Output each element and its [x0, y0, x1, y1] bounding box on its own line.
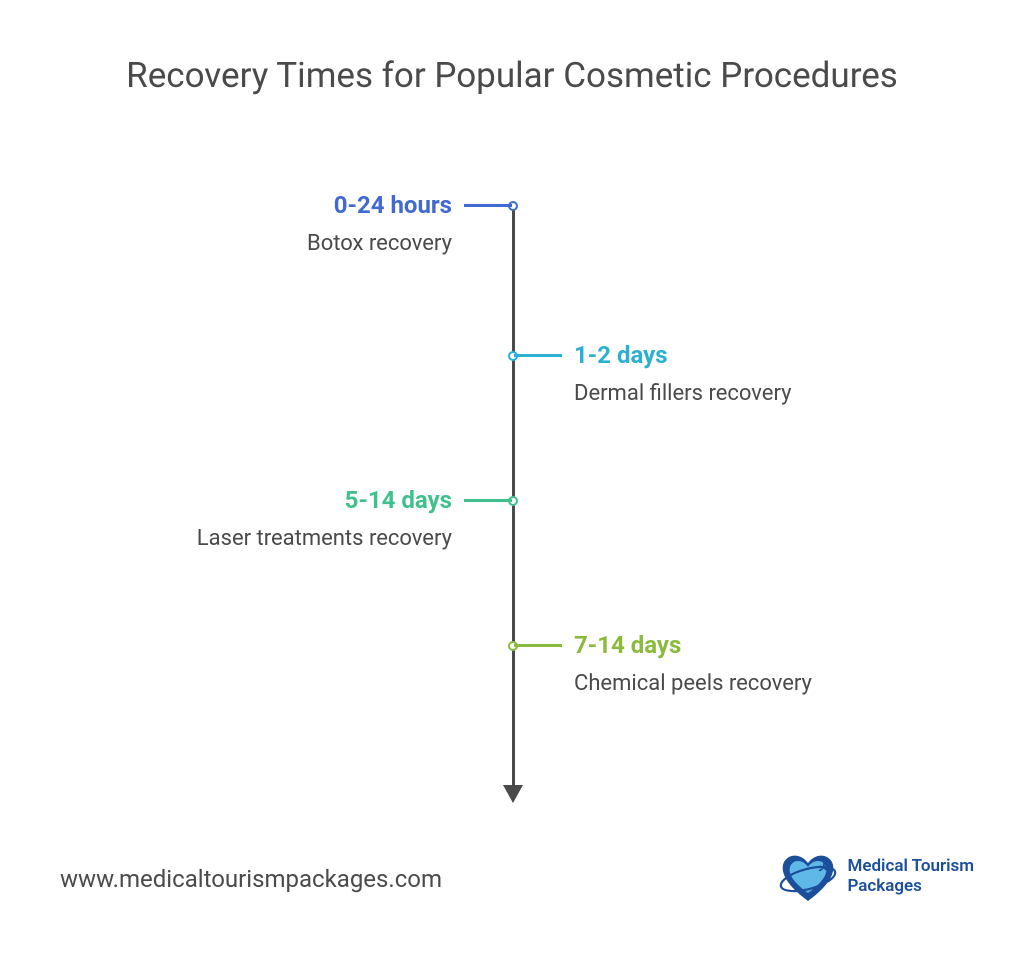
desc-3: Laser treatments recovery: [197, 526, 452, 551]
footer-url: www.medicaltourismpackages.com: [60, 865, 442, 893]
brand-line-2: Packages: [847, 877, 974, 897]
time-label-2: 1-2 days: [574, 341, 792, 369]
page-title: Recovery Times for Popular Cosmetic Proc…: [0, 55, 1024, 96]
timeline-branch-3: [464, 499, 512, 502]
timeline-branch-1: [464, 204, 512, 207]
time-label-1: 0-24 hours: [307, 191, 452, 219]
brand-text: Medical Tourism Packages: [847, 857, 974, 896]
timeline-item-4: 7-14 days Chemical peels recovery: [574, 631, 812, 696]
desc-4: Chemical peels recovery: [574, 671, 812, 696]
desc-1: Botox recovery: [307, 231, 452, 256]
heart-icon: [779, 851, 837, 903]
timeline-item-2: 1-2 days Dermal fillers recovery: [574, 341, 792, 406]
brand-line-1: Medical Tourism: [847, 857, 974, 877]
timeline-item-1: 0-24 hours Botox recovery: [307, 191, 452, 256]
timeline-branch-4: [514, 644, 562, 647]
timeline-branch-2: [514, 354, 562, 357]
time-label-3: 5-14 days: [197, 486, 452, 514]
time-label-4: 7-14 days: [574, 631, 812, 659]
desc-2: Dermal fillers recovery: [574, 381, 792, 406]
timeline-arrowhead: [503, 785, 523, 803]
brand-logo: Medical Tourism Packages: [779, 851, 974, 903]
timeline-item-3: 5-14 days Laser treatments recovery: [197, 486, 452, 551]
